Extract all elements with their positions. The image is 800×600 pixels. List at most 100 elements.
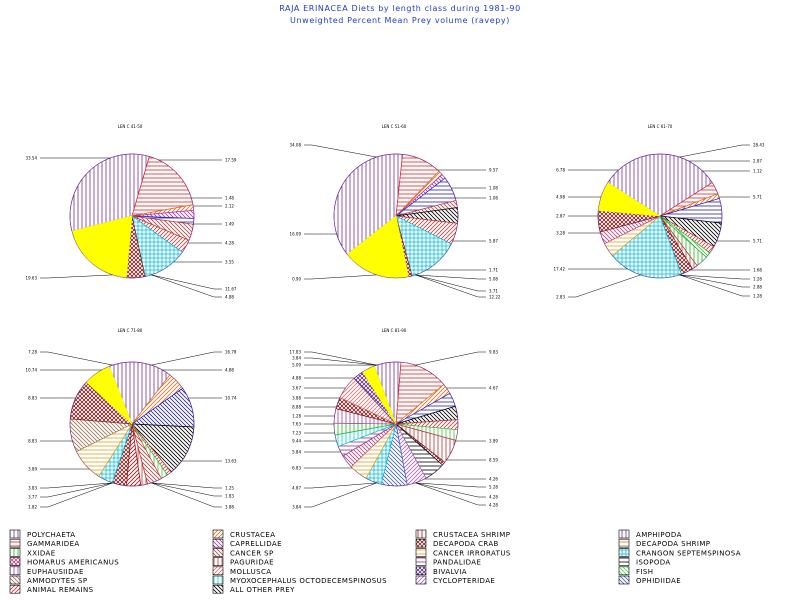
legend-swatch — [415, 575, 427, 585]
legend-label: CRUSTACEA SHRIMP — [433, 531, 510, 539]
slice-label: 1.12 — [753, 169, 762, 174]
slice-label: 10.74 — [26, 368, 38, 373]
legend-item: CRUSTACEA — [212, 529, 275, 539]
slice-label: 3.88 — [225, 505, 234, 510]
slice-label: 13.63 — [225, 459, 237, 464]
slice-label: 16.09 — [290, 232, 302, 237]
slice-label: 4.67 — [489, 386, 498, 391]
leader-line — [415, 274, 486, 292]
slice-label: 3.28 — [556, 231, 565, 236]
leader-line — [40, 482, 113, 508]
slice-label: 1.82 — [28, 505, 37, 510]
slice-label: 4.88 — [292, 376, 301, 381]
slice-label: 2.88 — [753, 285, 762, 290]
leader-line — [415, 482, 486, 488]
slice-label: 3.83 — [28, 486, 37, 491]
slice-label: 7.63 — [292, 422, 301, 427]
legend-item: XXIDAE — [9, 548, 56, 557]
slice-label: 1.68 — [753, 268, 762, 273]
leader-line — [304, 482, 377, 489]
leader-line — [304, 144, 377, 158]
slice-label: 7.23 — [292, 431, 301, 436]
legend-label: DECAPODA SHRIMP — [636, 540, 710, 548]
leader-line — [151, 482, 222, 508]
leader-line — [679, 274, 750, 288]
slice-label: 5.71 — [753, 239, 762, 244]
leader-line — [415, 274, 486, 280]
slice-label: 0.90 — [292, 277, 301, 282]
slice-label: 5.28 — [489, 485, 498, 490]
slice-label: 12.22 — [489, 295, 501, 300]
leader-line — [304, 274, 377, 280]
slice-label: 3.89 — [489, 439, 498, 444]
legend-label: PAGURIDAE — [230, 559, 274, 567]
legend-item: CANCER IRRORATUS — [415, 548, 510, 557]
legend-item: FISH — [618, 566, 653, 576]
legend-label: XXIDAE — [27, 549, 56, 557]
legend-swatch — [212, 548, 224, 557]
pie-chart: LEN C 61-70 28.43 2.87 1.12 5.71 5.71 1.68 1.28… — [554, 124, 765, 300]
slice-label: 4.88 — [225, 368, 234, 373]
legend-item: CANCER SP — [212, 548, 274, 557]
legend-label: ALL OTHER PREY — [230, 586, 295, 594]
slice-label: 4.26 — [489, 477, 498, 482]
slice-label: 17.83 — [290, 350, 302, 355]
leader-line — [40, 274, 113, 279]
legend-item: DECAPODA CRAB — [415, 538, 498, 548]
slice-label: 34.08 — [290, 143, 302, 148]
slice-label: 6.78 — [556, 168, 565, 173]
slice-label: 3.71 — [489, 289, 498, 294]
legend-swatch — [415, 548, 427, 557]
legend-item: ANIMAL REMAINS — [9, 584, 94, 594]
slice-label: 16.78 — [225, 350, 237, 355]
slice-label: 10.74 — [225, 396, 237, 401]
leader-line — [40, 351, 113, 366]
slice-label: 4.87 — [292, 486, 301, 491]
slice-label: 1.71 — [489, 268, 498, 273]
leader-line — [151, 351, 222, 366]
legend-swatch — [618, 548, 630, 557]
legend-swatch — [212, 584, 224, 594]
slice-label: 5.09 — [292, 363, 301, 368]
chart-subtitle: Unweighted Percent Mean Prey volume (rav… — [290, 16, 510, 25]
legend-label: AMPHIPODA — [636, 531, 682, 539]
slice-label: 1.28 — [292, 414, 301, 419]
legend-swatch — [415, 538, 427, 548]
legend-item: DECAPODA SHRIMP — [618, 538, 710, 548]
leader-line — [568, 274, 641, 298]
legend-label: POLYCHAETA — [27, 531, 75, 539]
legend-item: BIVALVIA — [415, 566, 467, 576]
slice-label: 33.54 — [26, 156, 38, 161]
pie-title: LEN C 81-90 — [382, 328, 407, 333]
slice-label: 3.55 — [225, 260, 234, 265]
legend: POLYCHAETA CRUSTACEA CRUSTACEA SHRIMP AMPHI… — [9, 529, 741, 594]
legend-swatch — [9, 566, 21, 576]
legend-item: AMPHIPODA — [618, 529, 682, 539]
slice-label: 1.25 — [225, 486, 234, 491]
legend-swatch — [618, 575, 630, 585]
legend-swatch — [212, 575, 224, 585]
legend-item: ISOPODA — [618, 557, 670, 567]
legend-item: POLYCHAETA — [9, 529, 75, 539]
pie-outline — [69, 361, 195, 487]
pie-title: LEN C 71-80 — [118, 328, 143, 333]
slice-label: 1.49 — [225, 222, 234, 227]
legend-label: EUPHAUSIIDAE — [27, 568, 84, 576]
slice-label: 4.28 — [489, 503, 498, 508]
legend-label: AMMODYTES SP — [27, 577, 88, 585]
leader-line — [151, 274, 222, 298]
legend-swatch — [9, 584, 21, 594]
legend-label: HOMARUS AMERICANUS — [27, 559, 119, 567]
legend-label: CANCER SP — [230, 549, 274, 557]
slice-label: 1.83 — [225, 494, 234, 499]
legend-label: ANIMAL REMAINS — [27, 586, 94, 594]
slice-label: 1.28 — [753, 277, 762, 282]
slice-label: 4.88 — [225, 295, 234, 300]
leader-line — [304, 357, 377, 366]
legend-label: OPHIDIIDAE — [636, 577, 681, 585]
slice-label: 4.28 — [489, 495, 498, 500]
slice-label: 3.77 — [28, 495, 37, 500]
slice-label: 4.98 — [556, 195, 565, 200]
pie-chart: LEN C 81-90 9.83 4.67 3.89 8.59 4.26 5.28 4.28 4… — [290, 328, 499, 510]
slice-label: 8.83 — [28, 439, 37, 444]
